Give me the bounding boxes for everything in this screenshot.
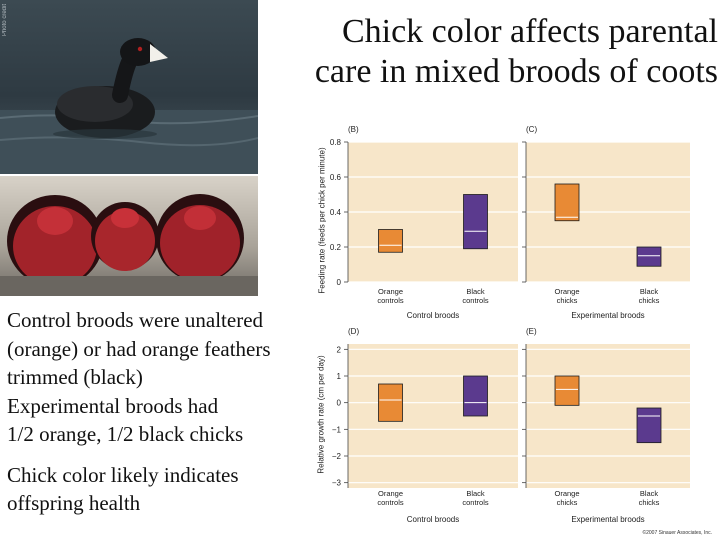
- y-axis-title: Feeding rate (feeds per chick per minute…: [317, 147, 327, 294]
- chicks-illustration: [0, 194, 258, 296]
- x-tick-label: Black: [466, 489, 485, 498]
- y-axis-title: Relative growth rate (cm per day): [316, 355, 326, 474]
- slide-title: Chick color affects parental care in mix…: [262, 12, 718, 92]
- box-0: [554, 183, 580, 222]
- plot-area: [348, 344, 518, 488]
- y-tick-label: 0.8: [330, 138, 342, 147]
- chicks-photo: [0, 176, 258, 296]
- y-tick-label: 0: [337, 278, 342, 287]
- coot-photo: Photo credit: [0, 0, 258, 174]
- y-tick-label: 0.6: [330, 173, 342, 182]
- x-tick-label: Black: [640, 287, 659, 296]
- body-line: trimmed (black): [7, 365, 143, 389]
- title-line: care in mixed broods of coots: [314, 53, 718, 90]
- y-tick-label: −1: [332, 425, 342, 434]
- box-0: [378, 383, 403, 422]
- panel-label: (D): [348, 327, 359, 336]
- x-tick-label: chicks: [557, 296, 578, 305]
- x-tick-label: controls: [377, 296, 404, 305]
- coot-illustration: [0, 38, 258, 174]
- y-tick-label: 1: [337, 372, 342, 381]
- x-tick-label: Orange: [554, 489, 579, 498]
- plot-area: [526, 344, 690, 488]
- body-line: (orange) or had orange feathers: [7, 336, 271, 361]
- x-tick-label: controls: [377, 498, 404, 507]
- x-tick-label: chicks: [639, 296, 660, 305]
- body-line: Control broods were unaltered: [7, 308, 264, 332]
- x-tick-label: Black: [466, 287, 485, 296]
- x-tick-label: controls: [462, 296, 489, 305]
- y-tick-label: −2: [332, 452, 342, 461]
- x-tick-label: Orange: [378, 489, 403, 498]
- x-tick-label: chicks: [639, 498, 660, 507]
- x-axis-title: Experimental broods: [571, 311, 644, 320]
- x-axis-title: Control broods: [407, 311, 459, 320]
- body-line: Experimental broods had: [7, 393, 219, 418]
- title-line: Chick color affects parental: [341, 13, 718, 50]
- figure: 0 0.2 0.4 0.6 0.8 (B) Orange controls Black contr…: [310, 120, 720, 538]
- box-1: [463, 375, 488, 417]
- panel-label: (E): [526, 327, 537, 336]
- y-tick-label: 2: [337, 345, 342, 354]
- chart-svg: 00.20.40.60.8(B)OrangecontrolsBlackcontr…: [330, 125, 690, 524]
- x-tick-label: Orange: [554, 287, 579, 296]
- body-text: Control broods were unaltered (orange) o…: [7, 306, 317, 518]
- body-line: offspring health: [7, 491, 141, 515]
- x-tick-label: Black: [640, 489, 659, 498]
- y-tick-label: 0: [337, 399, 342, 408]
- x-tick-label: chicks: [557, 498, 578, 507]
- box-1: [636, 246, 662, 267]
- copyright: ©2007 Sinauer Associates, Inc.: [642, 530, 712, 536]
- box-0: [554, 375, 580, 406]
- x-tick-label: controls: [462, 498, 489, 507]
- photo-credit: Photo credit: [2, 4, 8, 37]
- x-axis-title: Control broods: [407, 515, 459, 524]
- box-1: [636, 407, 662, 444]
- panel-label: (B): [348, 125, 359, 134]
- body-line: Chick color likely indicates: [7, 462, 239, 487]
- box-1: [463, 194, 488, 250]
- y-tick-label: 0.4: [330, 208, 342, 217]
- y-tick-label: −3: [332, 479, 342, 488]
- paragraph-gap: [7, 449, 317, 461]
- x-axis-title: Experimental broods: [571, 515, 644, 524]
- panel-label: (C): [526, 125, 537, 134]
- y-tick-label: 0.2: [330, 243, 342, 252]
- box-0: [378, 229, 403, 253]
- body-line: 1/2 orange, 1/2 black chicks: [7, 422, 244, 446]
- x-tick-label: Orange: [378, 287, 403, 296]
